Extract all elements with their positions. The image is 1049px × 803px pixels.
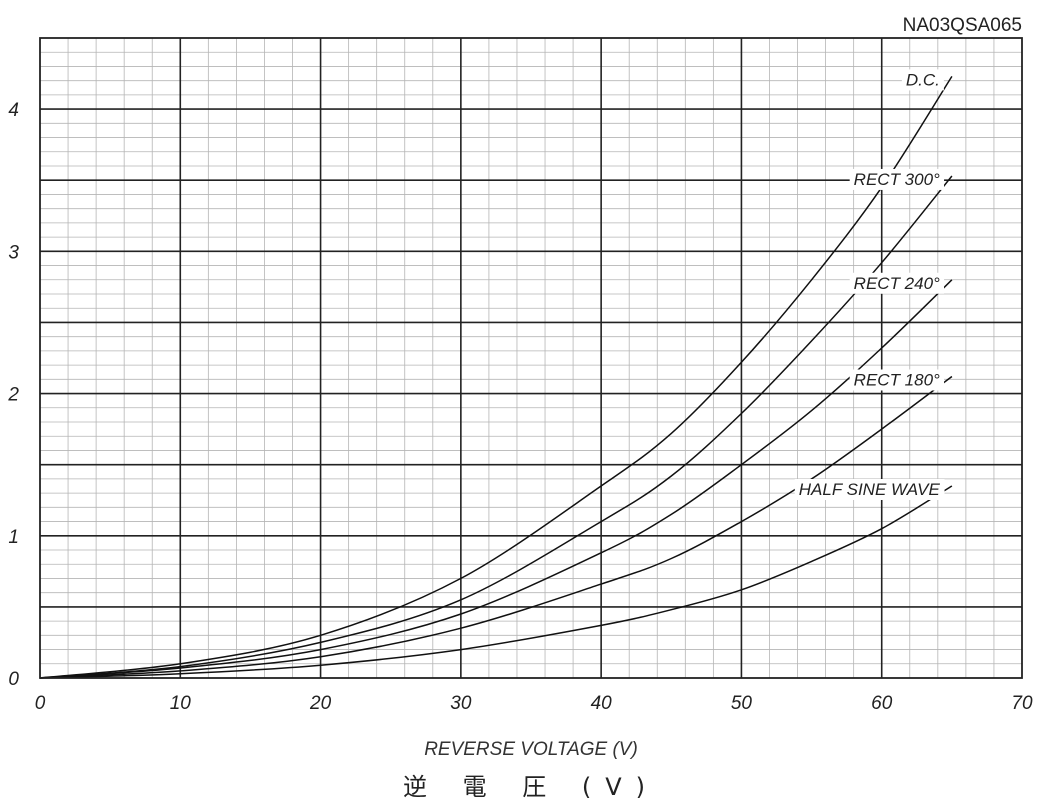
curve-labels: D.C. RECT 300° RECT 240° RECT 180° HALF SINE… bbox=[794, 69, 945, 500]
series-label: RECT 240° bbox=[854, 274, 940, 293]
y-tick-label: 2 bbox=[7, 385, 19, 406]
curves bbox=[39, 75, 953, 679]
y-tick-label: 4 bbox=[8, 100, 19, 121]
x-tick-label: 70 bbox=[1011, 693, 1033, 714]
y-tick-label: 0 bbox=[8, 669, 19, 690]
series-label: HALF SINE WAVE bbox=[799, 480, 941, 499]
minor-grid bbox=[40, 38, 1022, 678]
y-tick-label: 1 bbox=[8, 527, 19, 548]
x-tick-label: 50 bbox=[731, 693, 753, 714]
x-tick-label: 60 bbox=[871, 693, 893, 714]
x-tick-labels: 0 10 20 30 40 50 60 70 bbox=[35, 693, 1033, 714]
x-axis-label: REVERSE VOLTAGE (V) bbox=[424, 739, 638, 760]
x-tick-label: 20 bbox=[309, 693, 332, 714]
series-line bbox=[39, 485, 953, 679]
part-code: NA03QSA065 bbox=[903, 15, 1022, 36]
series-line bbox=[39, 75, 953, 679]
y-tick-label: 3 bbox=[8, 242, 19, 263]
series-line bbox=[39, 175, 953, 679]
series-label-background bbox=[849, 369, 945, 391]
series-line bbox=[39, 375, 953, 679]
x-tick-label: 40 bbox=[591, 693, 613, 714]
series-label-background bbox=[794, 479, 945, 500]
x-tick-label: 30 bbox=[450, 693, 472, 714]
y-tick-labels: 0 1 2 3 4 bbox=[7, 100, 19, 690]
series-label: RECT 180° bbox=[854, 370, 940, 389]
series-label: D.C. bbox=[906, 70, 940, 89]
series-line bbox=[39, 279, 953, 679]
major-grid bbox=[40, 38, 1022, 678]
series-label-background bbox=[849, 168, 945, 190]
x-axis-label-japanese: 逆 電 圧 (V) bbox=[403, 773, 659, 801]
plot-frame bbox=[39, 37, 1023, 679]
x-tick-label: 0 bbox=[35, 693, 46, 714]
x-tick-label: 10 bbox=[170, 693, 192, 714]
series-label-background bbox=[849, 272, 945, 294]
series-label-background bbox=[901, 69, 944, 91]
series-label: RECT 300° bbox=[854, 170, 940, 189]
